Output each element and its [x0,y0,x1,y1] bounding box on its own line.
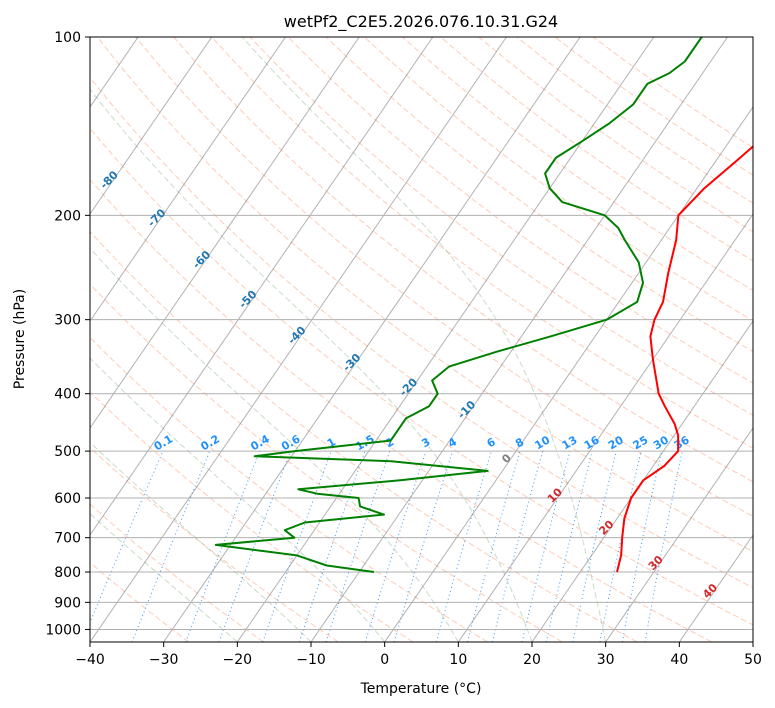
dry-adiabat [90,230,638,642]
isotherm-line [310,37,728,642]
dry-adiabat [90,336,488,642]
x-tick-label: 20 [523,652,541,668]
moist-adiabat [90,88,533,642]
isotherm-line [90,37,360,429]
x-tick-label: −10 [296,652,326,668]
mixing-ratio-line [572,450,617,642]
x-tick-label: 0 [380,652,389,668]
dry-adiabat [173,37,753,483]
isotherm-line [90,37,507,642]
dry-adiabat [135,37,753,517]
mixing-ratio-line [435,450,492,642]
y-tick-label: 800 [54,565,81,581]
mixing-ratio-line [262,450,332,642]
mixing-ratio-line [131,450,211,642]
y-tick-label: 900 [54,595,81,611]
y-tick-label: 700 [54,531,81,547]
y-axis-label: Pressure (hPa) [12,289,28,389]
moist-adiabat [90,247,459,642]
dry-adiabat [249,37,753,416]
y-tick-label: 200 [54,208,81,224]
reference-lines [90,37,753,642]
isotherm-line [531,320,753,642]
moist-adiabat [241,37,607,642]
y-axis: 100 200 300 400 500 600 700 800 900 1000 [45,30,90,638]
x-axis: −40 −30 −20 −10 0 10 20 30 40 50 [75,642,762,668]
isotherm-line [605,427,753,642]
mixing-ratio-line [325,450,391,642]
moist-adiabat [90,357,386,642]
x-tick-label: 50 [744,652,762,668]
y-tick-label: 600 [54,491,81,507]
mixing-ratio-line [90,450,164,624]
isotherm-line [90,37,434,536]
mixing-ratio-line [298,450,366,642]
x-axis-label: Temperature (°C) [360,681,482,697]
mixing-ratio-line [364,450,427,642]
isotherm-line [236,37,655,642]
isotherm-line [457,213,753,642]
dry-adiabat [402,37,753,292]
y-tick-label: 100 [54,30,81,46]
y-tick-label: 500 [54,444,81,460]
dry-adiabat [325,37,753,353]
isotherm-line [90,37,286,322]
x-tick-label: −20 [223,652,253,668]
dry-adiabat [90,283,563,642]
y-tick-label: 300 [54,313,81,329]
dry-adiabat [90,76,753,589]
isotherm-line [163,37,581,642]
chart-title: wetPf2_C2E5.2026.076.10.31.G24 [284,12,558,32]
isotherm-line [678,534,753,642]
dry-adiabat [97,37,753,553]
moist-adiabat [90,512,238,642]
x-tick-label: 30 [597,652,615,668]
mixing-ratio-line [521,450,571,642]
dry-adiabat [90,561,190,642]
dry-adiabat [90,127,753,626]
sounding-series [214,37,753,573]
isotherm-line [384,106,753,642]
x-tick-label: −30 [149,652,179,668]
x-tick-label: 10 [449,652,467,668]
isotherm-line [90,37,213,215]
plot-frame [89,36,754,643]
y-tick-label: 400 [54,387,81,403]
x-tick-label: −40 [75,652,105,668]
x-tick-label: 40 [670,652,688,668]
dewpoint-line [214,37,703,573]
temperature-line [616,145,753,573]
y-tick-label: 1000 [45,622,81,638]
mixing-ratio-line [467,450,521,642]
mixing-ratio-line [545,450,593,642]
